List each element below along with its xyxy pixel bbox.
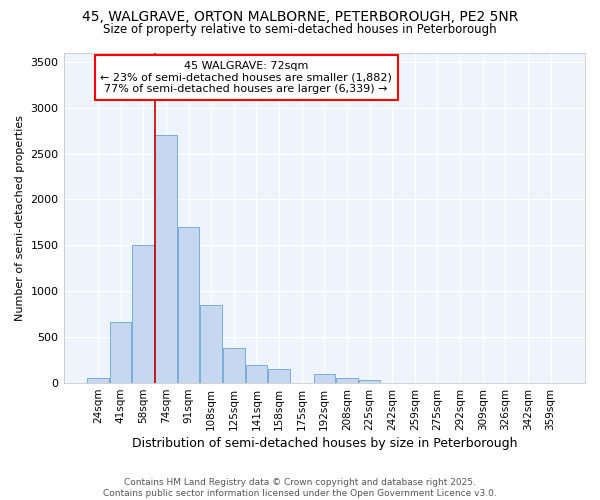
Bar <box>268 369 290 383</box>
Text: Size of property relative to semi-detached houses in Peterborough: Size of property relative to semi-detach… <box>103 22 497 36</box>
Bar <box>200 305 222 383</box>
Bar <box>155 135 176 383</box>
Bar <box>133 246 154 383</box>
Bar <box>223 348 245 383</box>
Bar <box>87 378 109 383</box>
Bar <box>359 380 380 383</box>
Y-axis label: Number of semi-detached properties: Number of semi-detached properties <box>15 115 25 321</box>
Bar <box>110 322 131 383</box>
Text: 45 WALGRAVE: 72sqm
← 23% of semi-detached houses are smaller (1,882)
77% of semi: 45 WALGRAVE: 72sqm ← 23% of semi-detache… <box>100 61 392 94</box>
Bar <box>245 364 267 383</box>
Text: 45, WALGRAVE, ORTON MALBORNE, PETERBOROUGH, PE2 5NR: 45, WALGRAVE, ORTON MALBORNE, PETERBOROU… <box>82 10 518 24</box>
Bar <box>336 378 358 383</box>
X-axis label: Distribution of semi-detached houses by size in Peterborough: Distribution of semi-detached houses by … <box>131 437 517 450</box>
Bar <box>314 374 335 383</box>
Text: Contains HM Land Registry data © Crown copyright and database right 2025.
Contai: Contains HM Land Registry data © Crown c… <box>103 478 497 498</box>
Bar <box>178 227 199 383</box>
